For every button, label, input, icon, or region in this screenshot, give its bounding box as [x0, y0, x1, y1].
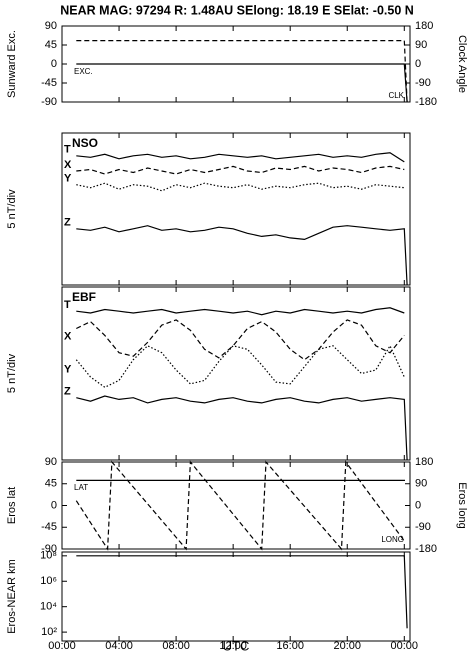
y2-tick-label: -90	[415, 521, 431, 533]
series-line	[76, 395, 408, 461]
x-tick-label: 00:00	[48, 640, 76, 652]
x-tick-label: 20:00	[333, 640, 361, 652]
panel-frame	[61, 286, 411, 461]
series-label: X	[64, 330, 72, 342]
y-tick-label: 10²	[41, 626, 57, 638]
series-label: Y	[64, 173, 72, 185]
y-tick-label: 90	[45, 456, 57, 468]
series-line	[76, 319, 405, 361]
series-label: LONG	[381, 535, 404, 544]
x-tick-label: 12:00	[219, 640, 247, 652]
series-label: Z	[64, 217, 71, 229]
series-line	[75, 460, 406, 551]
series-label: EXC.	[74, 67, 93, 76]
series-line	[76, 555, 408, 629]
series-line	[76, 182, 405, 192]
panel-annotation: NSO	[72, 136, 98, 150]
y-tick-label: -90	[41, 96, 57, 108]
series-label: CLK	[388, 91, 404, 100]
y2-tick-label: 0	[415, 499, 421, 511]
x-tick-label: 04:00	[105, 640, 133, 652]
y-axis-label: Eros lat	[6, 487, 18, 524]
series-label: Z	[64, 386, 71, 398]
panel-annotation: EBF	[72, 290, 96, 304]
series-line	[76, 40, 408, 103]
series-line	[76, 165, 405, 175]
y2-axis-label: Eros long	[456, 482, 468, 528]
y-axis-label: Sunward Exc.	[6, 30, 18, 98]
y-tick-label: 10⁶	[40, 575, 57, 587]
x-tick-label: 16:00	[276, 640, 304, 652]
y2-tick-label: 90	[415, 478, 427, 490]
x-axis-label: UTC	[223, 638, 250, 653]
y-tick-label: 45	[45, 39, 57, 51]
y-axis-label: Eros-NEAR km	[6, 559, 18, 634]
series-label: T	[64, 144, 71, 156]
x-tick-label: 08:00	[162, 640, 190, 652]
series-label: X	[64, 159, 72, 171]
y-tick-label: 90	[45, 20, 57, 32]
y-tick-label: 45	[45, 478, 57, 490]
y-tick-label: 0	[51, 58, 57, 70]
y2-tick-label: -180	[415, 96, 437, 108]
y-tick-label: 10⁸	[40, 550, 57, 562]
panel-frame	[61, 132, 411, 286]
y-tick-label: -45	[41, 521, 57, 533]
page-title: NEAR MAG: 97294 R: 1.48AU SElong: 18.19 …	[60, 3, 414, 17]
series-line	[76, 152, 405, 163]
y-tick-label: 10⁴	[40, 601, 57, 613]
y-tick-label: 0	[51, 499, 57, 511]
y2-tick-label: -180	[415, 543, 437, 555]
y2-tick-label: 180	[415, 456, 433, 468]
series-line	[75, 344, 405, 388]
series-label: Y	[64, 364, 72, 376]
y2-axis-label: Clock Angle	[456, 35, 468, 93]
y-tick-label: -45	[41, 77, 57, 89]
y2-tick-label: 0	[415, 58, 421, 70]
series-line	[76, 63, 408, 103]
series-line	[76, 225, 408, 286]
panel-frame	[61, 551, 411, 642]
series-label: T	[64, 299, 71, 311]
y-axis-label: 5 nT/div	[6, 189, 18, 229]
series-line	[76, 307, 405, 316]
panel-frame	[61, 461, 411, 550]
y-axis-label: 5 nT/div	[6, 353, 18, 393]
y2-tick-label: -90	[415, 77, 431, 89]
y2-tick-label: 180	[415, 20, 433, 32]
x-tick-label: 00:00	[391, 640, 419, 652]
series-label: LAT	[74, 483, 88, 492]
y-tick-label: -90	[41, 543, 57, 555]
y2-tick-label: 90	[415, 39, 427, 51]
